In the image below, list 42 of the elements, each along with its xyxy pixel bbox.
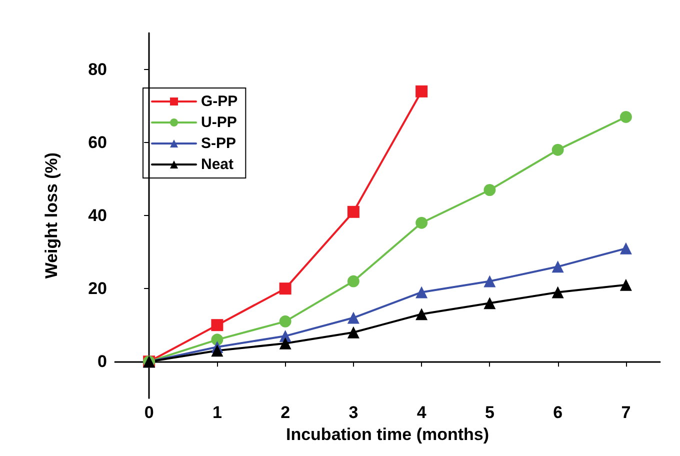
point	[279, 337, 292, 350]
point	[416, 308, 428, 320]
point	[620, 242, 632, 254]
point	[211, 334, 224, 346]
y-tick-label: 80	[88, 60, 107, 80]
y-tick-label: 60	[88, 133, 107, 152]
point	[347, 312, 360, 324]
x-tick-label: 7	[621, 403, 631, 422]
point	[211, 319, 224, 332]
x-tick-label: 0	[144, 403, 154, 422]
point	[484, 297, 496, 310]
point	[416, 85, 428, 98]
x-axis-title: Incubation time (months)	[286, 425, 490, 444]
x-tick-label: 3	[348, 403, 358, 422]
point	[279, 282, 292, 295]
point	[620, 110, 632, 123]
legend-label: S-PP	[201, 135, 236, 152]
point	[416, 286, 428, 298]
y-axis-title: Weight loss (%)	[42, 152, 61, 279]
point	[620, 278, 632, 291]
y-tick-label: 40	[88, 206, 107, 226]
point	[552, 260, 564, 273]
point	[347, 206, 360, 218]
x-tick-label: 5	[484, 403, 494, 422]
x-tick-label: 4	[416, 403, 427, 422]
point	[279, 315, 292, 328]
point	[347, 326, 360, 338]
legend-label: Neat	[201, 156, 234, 173]
point	[484, 275, 496, 288]
point	[552, 144, 564, 156]
point	[484, 184, 496, 196]
legend-label: G-PP	[201, 93, 238, 110]
point	[347, 275, 360, 288]
legend-label: U-PP	[201, 114, 237, 131]
point	[552, 286, 564, 298]
y-tick-label: 20	[88, 279, 107, 298]
y-tick-label: 0	[98, 352, 107, 372]
x-tick-label: 2	[280, 403, 290, 422]
x-tick-label: 1	[212, 403, 222, 422]
point	[416, 216, 428, 229]
point	[211, 344, 224, 357]
x-tick-label: 6	[553, 403, 563, 422]
